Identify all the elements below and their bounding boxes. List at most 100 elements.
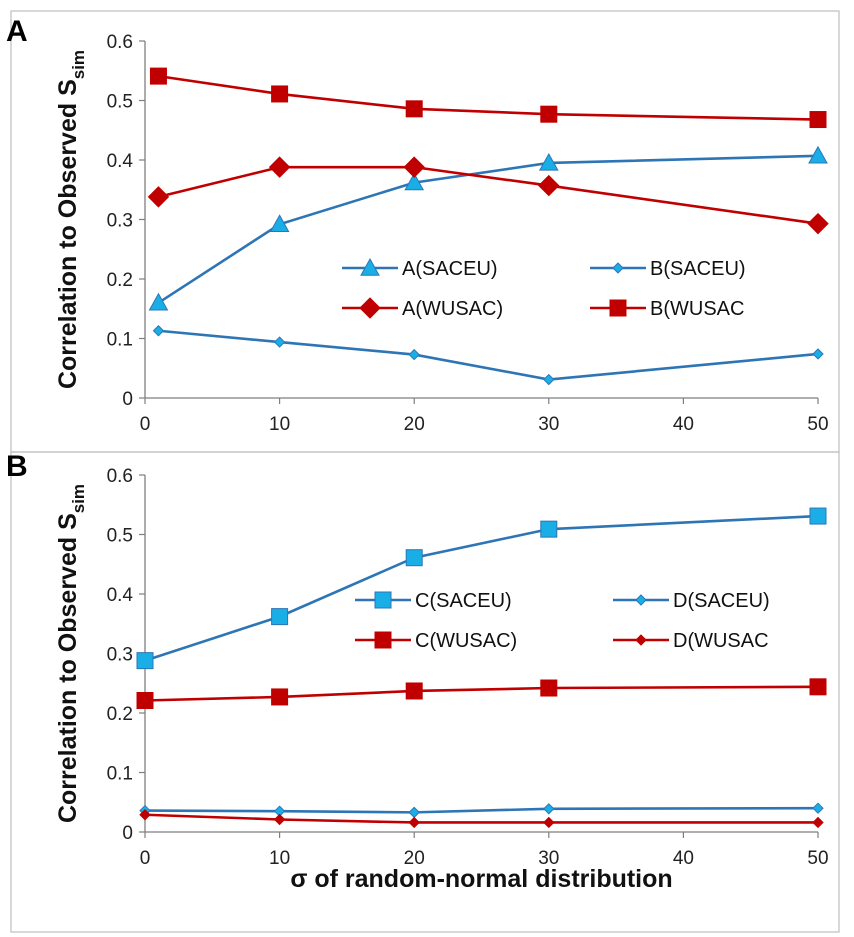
panel-b: B 0 0.1 0.2 0.3 0.4 0.5 0.6 0 10 20 30 40 50 Correlati… — [6, 450, 840, 933]
data-point — [540, 105, 558, 123]
panel-frame — [10, 451, 840, 933]
data-point — [405, 549, 423, 567]
data-point — [538, 174, 560, 197]
data-point — [405, 100, 423, 118]
series-c-saceu- — [136, 507, 827, 670]
y-tick-label: 0.4 — [107, 151, 134, 172]
series-a-wusac- — [147, 156, 829, 235]
data-point — [812, 802, 824, 814]
x-tick-label: 10 — [269, 414, 290, 435]
data-point — [268, 156, 291, 178]
y-tick-label: 0.1 — [107, 330, 133, 351]
legend-marker — [609, 299, 627, 317]
y-tick-label: 0.5 — [107, 92, 133, 113]
legend-entry: B(WUSAC — [590, 298, 744, 320]
series-b-saceu- — [152, 325, 824, 386]
legend-entry: A(WUSAC) — [342, 297, 503, 320]
data-point — [271, 85, 289, 103]
data-point — [809, 678, 827, 696]
legend-marker — [612, 262, 624, 274]
y-tick-label: 0 — [122, 389, 133, 410]
legend-entry: A(SACEU) — [342, 257, 498, 280]
x-tick-label: 20 — [404, 414, 425, 435]
data-point — [139, 809, 151, 821]
data-point — [405, 682, 423, 700]
data-point — [543, 373, 555, 386]
legend-label: C(WUSAC) — [415, 630, 517, 652]
legend-entry: D(WUSAC — [613, 630, 769, 652]
y-tick-label: 0 — [122, 823, 133, 844]
legend-marker — [635, 594, 647, 606]
data-point — [543, 803, 555, 815]
legend-entry: C(WUSAC) — [355, 630, 517, 652]
series-b-wusac — [149, 67, 827, 129]
legend-marker — [635, 634, 647, 646]
data-point — [269, 214, 290, 232]
legend-label: D(SACEU) — [673, 590, 770, 612]
data-point — [540, 520, 558, 538]
data-point — [807, 212, 829, 235]
data-point — [136, 652, 154, 670]
series-c-wusac- — [136, 678, 827, 710]
data-point — [271, 688, 289, 706]
y-tick-label: 0.6 — [107, 466, 133, 487]
data-point — [273, 336, 286, 348]
legend-label: B(SACEU) — [650, 258, 746, 280]
y-tick-label: 0.3 — [107, 211, 133, 232]
y-tick-label: 0.6 — [107, 32, 133, 53]
legend-marker — [359, 297, 381, 319]
y-tick-label: 0.1 — [107, 764, 133, 785]
data-point — [812, 816, 824, 829]
y-tick-label: 0.2 — [107, 704, 133, 725]
data-point — [408, 816, 420, 829]
x-tick-label: 40 — [673, 848, 694, 869]
x-tick-label: 20 — [404, 848, 425, 869]
x-tick-label: 0 — [140, 414, 151, 435]
data-point — [147, 186, 170, 208]
data-point — [273, 813, 286, 826]
data-point — [809, 111, 827, 129]
x-tick-label: 30 — [538, 414, 559, 435]
legend-entry: D(SACEU) — [613, 590, 770, 612]
data-point — [149, 67, 167, 85]
x-tick-label: 0 — [140, 848, 151, 869]
legend-entry: C(SACEU) — [355, 590, 512, 612]
legend-marker — [374, 631, 392, 649]
legend-marker — [374, 591, 392, 609]
y-tick-label: 0.3 — [107, 645, 133, 666]
legend-label: C(SACEU) — [415, 590, 512, 612]
x-tick-label: 40 — [673, 414, 694, 435]
x-tick-label: 50 — [807, 848, 828, 869]
data-point — [403, 156, 425, 178]
data-point — [808, 145, 828, 164]
data-point — [809, 507, 827, 525]
x-axis-label: σ of random-normal distribution — [290, 865, 672, 893]
panel-a: A 0 0.1 0.2 0.3 0.4 0.5 0.6 0 10 20 30 40 50 Correlati… — [6, 10, 840, 453]
data-point — [408, 348, 420, 361]
legend-label: B(WUSAC — [650, 298, 744, 320]
legend-marker — [360, 257, 380, 276]
data-point — [404, 172, 425, 191]
legend-entry: B(SACEU) — [590, 258, 746, 280]
data-point — [271, 608, 289, 626]
legend-label: D(WUSAC — [673, 630, 769, 652]
y-tick-label: 0.4 — [107, 585, 134, 606]
y-tick-label: 0.2 — [107, 270, 133, 291]
data-point — [152, 325, 165, 337]
data-point — [148, 292, 169, 311]
legend-label: A(WUSAC) — [402, 298, 503, 320]
y-tick-label: 0.5 — [107, 526, 133, 547]
x-tick-label: 10 — [269, 848, 290, 869]
data-point — [540, 679, 558, 697]
y-axis-label: Correlation to Observed Ssim — [54, 484, 88, 823]
series-a-saceu- — [148, 145, 828, 311]
series-d-wusac — [139, 809, 824, 829]
data-point — [543, 816, 555, 829]
x-tick-label: 30 — [538, 848, 559, 869]
y-axis-label: Correlation to Observed Ssim — [54, 50, 88, 389]
panel-label: A — [6, 15, 28, 48]
data-point — [136, 692, 154, 710]
data-point — [538, 152, 559, 171]
